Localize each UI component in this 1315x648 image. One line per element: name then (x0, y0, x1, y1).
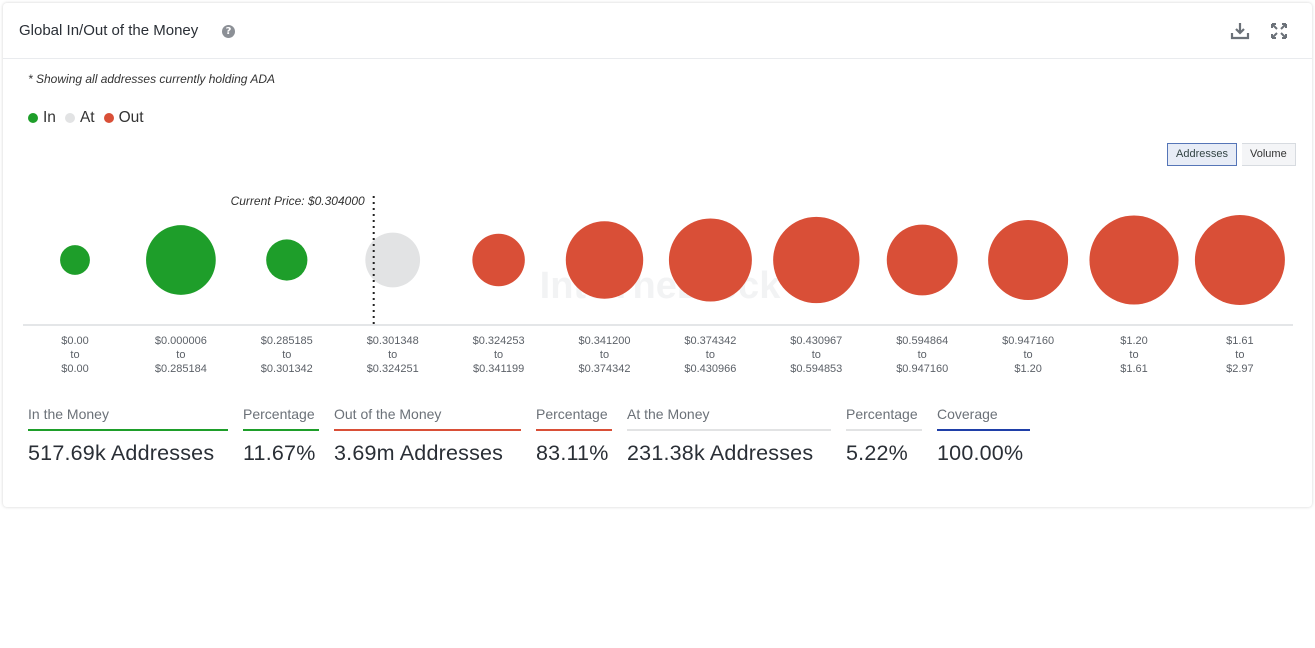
range-label-to: $1.20 (1014, 363, 1042, 375)
bubble-out (988, 220, 1069, 300)
stat-value: 5.22% (846, 441, 908, 465)
stat-in-the-money: In the Money 517.69k Addresses (28, 406, 228, 466)
range-label-to-word: to (918, 349, 927, 361)
bubble-out (472, 233, 525, 287)
stat-at-percentage: Percentage 5.22% (846, 406, 922, 466)
stat-value: 517.69k Addresses (28, 441, 215, 465)
range-label-to: $0.947160 (896, 363, 948, 375)
stat-label: Percentage (536, 406, 608, 422)
legend-item-out[interactable]: Out (103, 109, 144, 127)
range-label-from: $1.61 (1226, 335, 1254, 347)
range-label-from: $0.947160 (1002, 335, 1054, 347)
bubble-out (668, 218, 752, 302)
stat-label: Coverage (937, 406, 998, 422)
range-label-from: $0.00 (61, 335, 89, 347)
question-circle-icon[interactable]: ? (222, 25, 235, 38)
legend: In At Out (28, 109, 153, 127)
range-label-to-word: to (176, 349, 185, 361)
stat-value: 83.11% (536, 441, 609, 465)
bubble-out (1194, 215, 1285, 305)
bubble-out (773, 216, 860, 304)
range-label-from: $0.301348 (367, 335, 419, 347)
expand-icon[interactable] (1269, 21, 1289, 41)
bubble-in (60, 245, 90, 275)
range-label-to: $2.97 (1226, 363, 1254, 375)
bubble-at (365, 232, 421, 288)
range-label-from: $0.341200 (579, 335, 631, 347)
range-label-to: $0.374342 (579, 363, 631, 375)
stat-label: At the Money (627, 406, 710, 422)
range-label-from: $0.000006 (155, 335, 207, 347)
current-price-label: Current Price: $0.304000 (231, 194, 365, 208)
range-label-from: $0.430967 (790, 335, 842, 347)
range-label-to-word: to (1235, 349, 1244, 361)
legend-dot-in (28, 113, 38, 123)
stat-underline (846, 429, 922, 431)
stat-underline (28, 429, 228, 431)
stat-label: Out of the Money (334, 406, 442, 422)
range-label-from: $0.324253 (473, 335, 525, 347)
stat-underline (937, 429, 1030, 431)
range-label-to-word: to (494, 349, 503, 361)
range-label-to: $0.594853 (790, 363, 842, 375)
range-label-to-word: to (706, 349, 715, 361)
stat-label: In the Money (28, 406, 109, 422)
range-label-to: $0.00 (61, 363, 89, 375)
legend-item-in[interactable]: In (28, 109, 56, 127)
legend-label-in: In (43, 109, 56, 126)
range-label-to: $0.430966 (684, 363, 736, 375)
bubble-out (1089, 215, 1179, 305)
card-header: Global In/Out of the Money ? (3, 3, 1312, 59)
stat-underline (243, 429, 319, 431)
stat-label: Percentage (846, 406, 918, 422)
stat-in-percentage: Percentage 11.67% (243, 406, 319, 466)
range-label-from: $0.594864 (896, 335, 948, 347)
bubble-in (146, 225, 216, 295)
legend-label-at: At (79, 109, 95, 126)
range-label-to: $0.341199 (473, 363, 524, 375)
range-label-to-word: to (600, 349, 609, 361)
range-label-to-word: to (282, 349, 291, 361)
range-label-to: $0.324251 (367, 363, 419, 375)
bubble-in (266, 239, 308, 281)
range-label-to-word: to (812, 349, 821, 361)
stat-coverage: Coverage 100.00% (937, 406, 1030, 466)
stat-value: 3.69m Addresses (334, 441, 504, 465)
range-label-to-word: to (1129, 349, 1138, 361)
stat-value: 11.67% (243, 441, 316, 465)
range-label-to: $1.61 (1120, 363, 1148, 375)
legend-label-out: Out (118, 109, 144, 126)
stat-value: 231.38k Addresses (627, 441, 814, 465)
legend-dot-at (64, 113, 75, 123)
bubble-chart: IntoTheBlock$0.00to$0.00$0.000006to$0.28… (23, 194, 1293, 375)
range-label-to: $0.301342 (261, 363, 313, 375)
card-title: Global In/Out of the Money (19, 22, 199, 39)
range-label-from: $0.285185 (261, 335, 313, 347)
stat-underline (334, 429, 521, 431)
stat-underline (536, 429, 612, 431)
bubble-out (886, 224, 958, 296)
stat-label: Percentage (243, 406, 315, 422)
range-label-to: $0.285184 (155, 363, 207, 375)
volume-toggle[interactable]: Volume (1242, 143, 1296, 166)
addresses-toggle[interactable]: Addresses (1167, 143, 1237, 166)
download-icon[interactable] (1230, 21, 1250, 41)
stat-at-the-money: At the Money 231.38k Addresses (627, 406, 831, 466)
holding-note: * Showing all addresses currently holdin… (28, 72, 276, 86)
stat-value: 100.00% (937, 441, 1024, 465)
legend-item-at[interactable]: At (64, 109, 95, 127)
stat-underline (627, 429, 831, 431)
stat-out-of-the-money: Out of the Money 3.69m Addresses (334, 406, 521, 466)
range-label-to-word: to (1024, 349, 1033, 361)
stat-out-percentage: Percentage 83.11% (536, 406, 612, 466)
range-label-from: $1.20 (1120, 335, 1148, 347)
bubble-out (565, 221, 644, 299)
range-label-to-word: to (70, 349, 79, 361)
legend-dot-out (103, 113, 114, 123)
range-label-to-word: to (388, 349, 397, 361)
range-label-from: $0.374342 (684, 335, 736, 347)
